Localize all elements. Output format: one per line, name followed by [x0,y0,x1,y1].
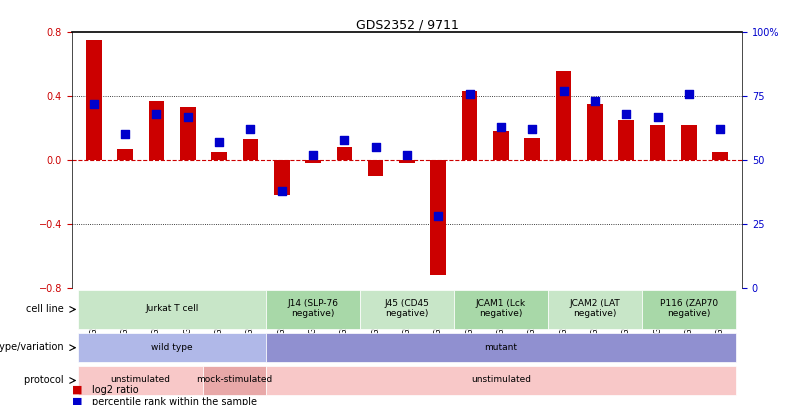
Bar [618,120,634,160]
Text: cell line: cell line [26,303,70,313]
Bar [274,160,290,195]
Text: unstimulated: unstimulated [111,375,171,384]
Point [87,100,100,107]
Bar [211,152,227,160]
FancyBboxPatch shape [78,366,203,395]
Point [651,113,664,120]
Point [589,98,602,104]
Text: percentile rank within the sample: percentile rank within the sample [92,397,257,405]
Text: mock-stimulated: mock-stimulated [196,375,273,384]
Point [212,139,225,145]
Bar [493,131,509,160]
Point [401,151,413,158]
FancyBboxPatch shape [203,366,266,395]
Text: JCAM2 (LAT
negative): JCAM2 (LAT negative) [570,299,620,318]
Point [369,144,382,150]
Text: unstimulated: unstimulated [471,375,531,384]
Title: GDS2352 / 9711: GDS2352 / 9711 [356,18,458,31]
Bar [243,139,259,160]
Text: protocol: protocol [25,375,70,385]
Bar [368,160,384,176]
Point [181,113,194,120]
Text: J14 (SLP-76
negative): J14 (SLP-76 negative) [287,299,338,318]
Bar [555,70,571,160]
Text: ■: ■ [72,385,82,395]
Point [150,111,163,117]
Point [306,151,319,158]
Bar [117,149,133,160]
Point [432,213,444,220]
Bar [399,160,415,163]
Bar [587,104,602,160]
Bar [337,147,352,160]
FancyBboxPatch shape [642,290,736,329]
Point [620,111,633,117]
Bar [462,92,477,160]
FancyBboxPatch shape [548,290,642,329]
Text: wild type: wild type [152,343,193,352]
Text: log2 ratio: log2 ratio [92,385,138,395]
Point [464,90,476,97]
Point [244,126,257,132]
Bar [650,125,666,160]
Point [119,131,132,138]
Bar [430,160,446,275]
Bar [713,152,728,160]
FancyBboxPatch shape [266,333,736,362]
Bar [524,138,540,160]
Point [275,188,288,194]
FancyBboxPatch shape [266,290,360,329]
Bar [305,160,321,163]
Text: Jurkat T cell: Jurkat T cell [145,304,199,313]
FancyBboxPatch shape [266,366,736,395]
Text: J45 (CD45
negative): J45 (CD45 negative) [385,299,429,318]
Text: JCAM1 (Lck
negative): JCAM1 (Lck negative) [476,299,526,318]
Point [682,90,695,97]
Text: genotype/variation: genotype/variation [0,342,70,352]
Point [526,126,539,132]
FancyBboxPatch shape [78,333,266,362]
Text: ■: ■ [72,397,82,405]
Text: P116 (ZAP70
negative): P116 (ZAP70 negative) [660,299,718,318]
Point [338,136,350,143]
Bar [180,107,196,160]
Bar [148,101,164,160]
Point [714,126,727,132]
FancyBboxPatch shape [360,290,454,329]
Bar [86,40,101,160]
Text: mutant: mutant [484,343,517,352]
Point [495,124,508,130]
Bar [681,125,697,160]
FancyBboxPatch shape [454,290,548,329]
FancyBboxPatch shape [78,290,266,329]
Point [557,88,570,94]
